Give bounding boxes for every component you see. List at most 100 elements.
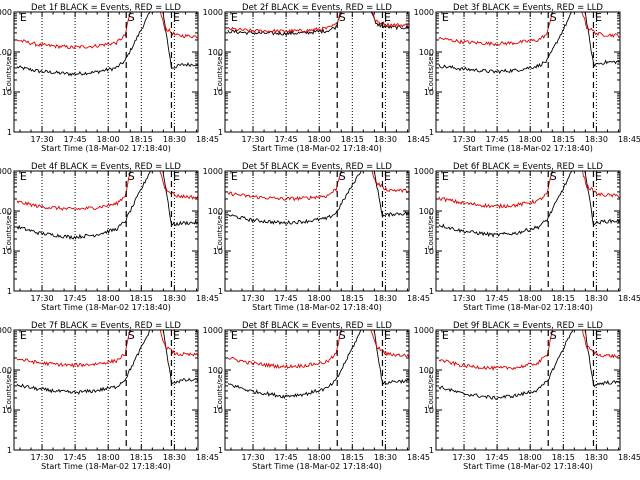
panel-title: Det 9f BLACK = Events, RED = LLD (453, 321, 603, 331)
plot-data (227, 171, 409, 226)
x-tick-label: 17:30 (241, 453, 264, 462)
plot-frame (435, 11, 621, 133)
marker-label: E (20, 329, 27, 342)
y-tick-label: 1000 (0, 167, 12, 176)
y-axis-label: Counts/sec (5, 371, 13, 410)
marker-label: E (384, 11, 391, 24)
marker-label: E (231, 170, 238, 183)
panel-det-4f: Det 4f BLACK = Events, RED = LLDESE11010… (0, 162, 219, 312)
y-axis-label: Counts/sec (216, 371, 224, 410)
series-events (438, 171, 620, 238)
marker-label: E (595, 329, 602, 342)
x-tick-label: 18:15 (341, 294, 364, 303)
x-tick-label: 17:45 (275, 135, 298, 144)
x-tick-label: 18:00 (519, 135, 542, 144)
marker-label: S (339, 170, 346, 183)
y-tick-label: 10 (424, 406, 434, 415)
x-tick-label: 17:45 (275, 294, 298, 303)
y-axis-label: Counts/sec (427, 212, 435, 251)
x-tick-label: 17:30 (30, 453, 53, 462)
marker-label: E (173, 170, 180, 183)
x-tick-label: 18:00 (308, 453, 331, 462)
x-tick-label: 18:00 (308, 294, 331, 303)
plot-frame (435, 329, 621, 451)
x-tick-label: 18:15 (552, 135, 575, 144)
marker-label: S (128, 170, 135, 183)
x-tick-label: 18:15 (130, 453, 153, 462)
y-tick-label: 10 (213, 88, 223, 97)
x-tick-label: 18:45 (618, 294, 640, 303)
marker-label: E (442, 11, 449, 24)
marker-label: E (442, 329, 449, 342)
plot-data (16, 171, 198, 240)
x-tick-label: 17:45 (275, 453, 298, 462)
plot-frame (224, 11, 410, 133)
series-lld (438, 171, 620, 210)
y-tick-label: 1000 (203, 167, 223, 176)
y-tick-label: 100 (419, 207, 434, 216)
panel-title: Det 3f BLACK = Events, RED = LLD (453, 3, 603, 13)
y-axis-label: Counts/sec (427, 371, 435, 410)
x-tick-label: 18:00 (97, 294, 120, 303)
y-tick-label: 100 (419, 366, 434, 375)
x-tick-label: 18:00 (97, 135, 120, 144)
series-events (438, 12, 620, 75)
x-tick-label: 18:00 (308, 135, 331, 144)
y-tick-label: 10 (213, 406, 223, 415)
series-events (227, 330, 409, 400)
y-tick-label: 1000 (0, 326, 12, 335)
x-tick-label: 18:30 (163, 135, 186, 144)
marker-label: E (231, 11, 238, 24)
panel-title: Det 2f BLACK = Events, RED = LLD (242, 3, 392, 13)
plot-frame (13, 329, 199, 451)
x-tick-label: 17:30 (452, 294, 475, 303)
x-tick-label: 18:30 (585, 294, 608, 303)
marker-label: S (339, 11, 346, 24)
y-tick-label: 1 (429, 446, 434, 455)
y-tick-label: 1 (218, 446, 223, 455)
y-tick-label: 1000 (414, 8, 434, 17)
x-tick-label: 18:00 (519, 453, 542, 462)
y-tick-label: 1000 (203, 8, 223, 17)
y-tick-label: 100 (0, 366, 12, 375)
x-tick-label: 17:30 (452, 135, 475, 144)
series-lld (227, 330, 409, 369)
y-tick-label: 1000 (414, 167, 434, 176)
x-tick-label: 18:45 (196, 453, 219, 462)
x-tick-label: 17:45 (486, 453, 509, 462)
series-lld (16, 171, 198, 211)
plot-frame (224, 329, 410, 451)
plot-data (16, 12, 198, 77)
panel-title: Det 5f BLACK = Events, RED = LLD (242, 162, 392, 172)
x-tick-label: 18:45 (407, 453, 430, 462)
y-tick-label: 100 (208, 48, 223, 57)
y-tick-label: 100 (0, 207, 12, 216)
plot-data (227, 330, 409, 400)
marker-label: E (20, 11, 27, 24)
x-tick-label: 17:45 (64, 453, 87, 462)
marker-label: E (173, 11, 180, 24)
series-lld (16, 12, 198, 50)
panel-det-7f: Det 7f BLACK = Events, RED = LLDESE11010… (0, 321, 219, 471)
y-tick-label: 1 (7, 128, 12, 137)
y-tick-label: 1 (429, 287, 434, 296)
x-tick-label: 17:30 (30, 135, 53, 144)
x-tick-label: 18:30 (374, 135, 397, 144)
x-tick-label: 18:30 (163, 294, 186, 303)
plot-frame (435, 170, 621, 292)
y-tick-label: 10 (424, 247, 434, 256)
x-axis-label: Start Time (18-Mar-02 17:18:40) (463, 303, 593, 312)
series-events (16, 12, 198, 77)
x-tick-label: 18:15 (130, 135, 153, 144)
series-events (16, 330, 198, 395)
series-lld (227, 171, 409, 202)
plot-frame (13, 11, 199, 133)
plot-data (227, 12, 409, 36)
y-tick-label: 1000 (0, 8, 12, 17)
panel-title: Det 4f BLACK = Events, RED = LLD (31, 162, 181, 172)
marker-label: E (20, 170, 27, 183)
x-tick-label: 17:45 (64, 135, 87, 144)
